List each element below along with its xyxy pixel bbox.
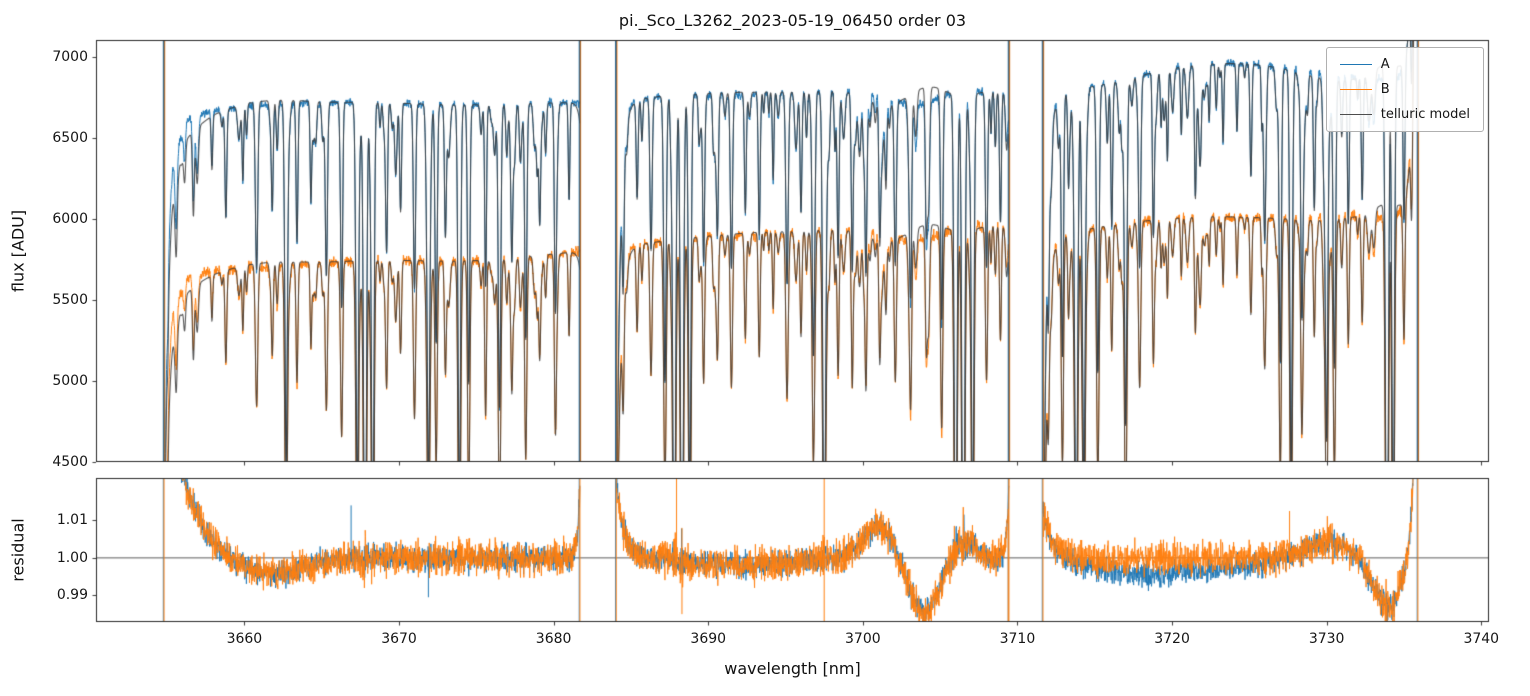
flux-tick-label: 7000 <box>52 49 88 65</box>
figure-title: pi._Sco_L3262_2023-05-19_06450 order 03 <box>618 11 967 30</box>
residual-axis-label: residual <box>8 518 28 582</box>
legend-label: telluric model <box>1380 107 1470 122</box>
residual-tick-label: 0.99 <box>56 587 88 604</box>
legend-line-swatch <box>1339 89 1372 90</box>
flux-tick-label: 4500 <box>52 454 88 470</box>
x-tick-label: 3670 <box>381 631 417 647</box>
x-tick-label: 3740 <box>1463 631 1500 647</box>
x-tick-label: 3690 <box>690 631 727 647</box>
flux-tick-label: 5500 <box>52 292 88 308</box>
x-tick-label: 3730 <box>1308 631 1345 647</box>
flux-axis-label: flux [ADU] <box>8 209 28 293</box>
x-tick-label: 3710 <box>999 631 1036 647</box>
x-tick-label: 3720 <box>1154 631 1190 647</box>
flux-tick-label: 5000 <box>52 373 88 389</box>
residual-tick-label: 1.01 <box>56 512 88 529</box>
x-tick-label: 3680 <box>535 631 572 647</box>
x-tick-label: 3700 <box>845 631 881 647</box>
flux-tick-label: 6000 <box>52 211 88 227</box>
legend-entry-b: B <box>1339 82 1470 97</box>
wavelength-axis-label: wavelength [nm] <box>724 659 861 678</box>
legend-entry-a: A <box>1339 57 1470 72</box>
flux-tick-label: 6500 <box>52 130 88 146</box>
legend-label: A <box>1380 57 1390 72</box>
residual-tick-label: 1.00 <box>56 549 88 566</box>
legend-line-swatch <box>1339 64 1372 65</box>
legend-line-swatch <box>1339 114 1372 115</box>
legend-label: B <box>1380 82 1390 97</box>
x-tick-label: 3660 <box>226 631 263 647</box>
legend-entry-telluric-model: telluric model <box>1339 107 1470 122</box>
